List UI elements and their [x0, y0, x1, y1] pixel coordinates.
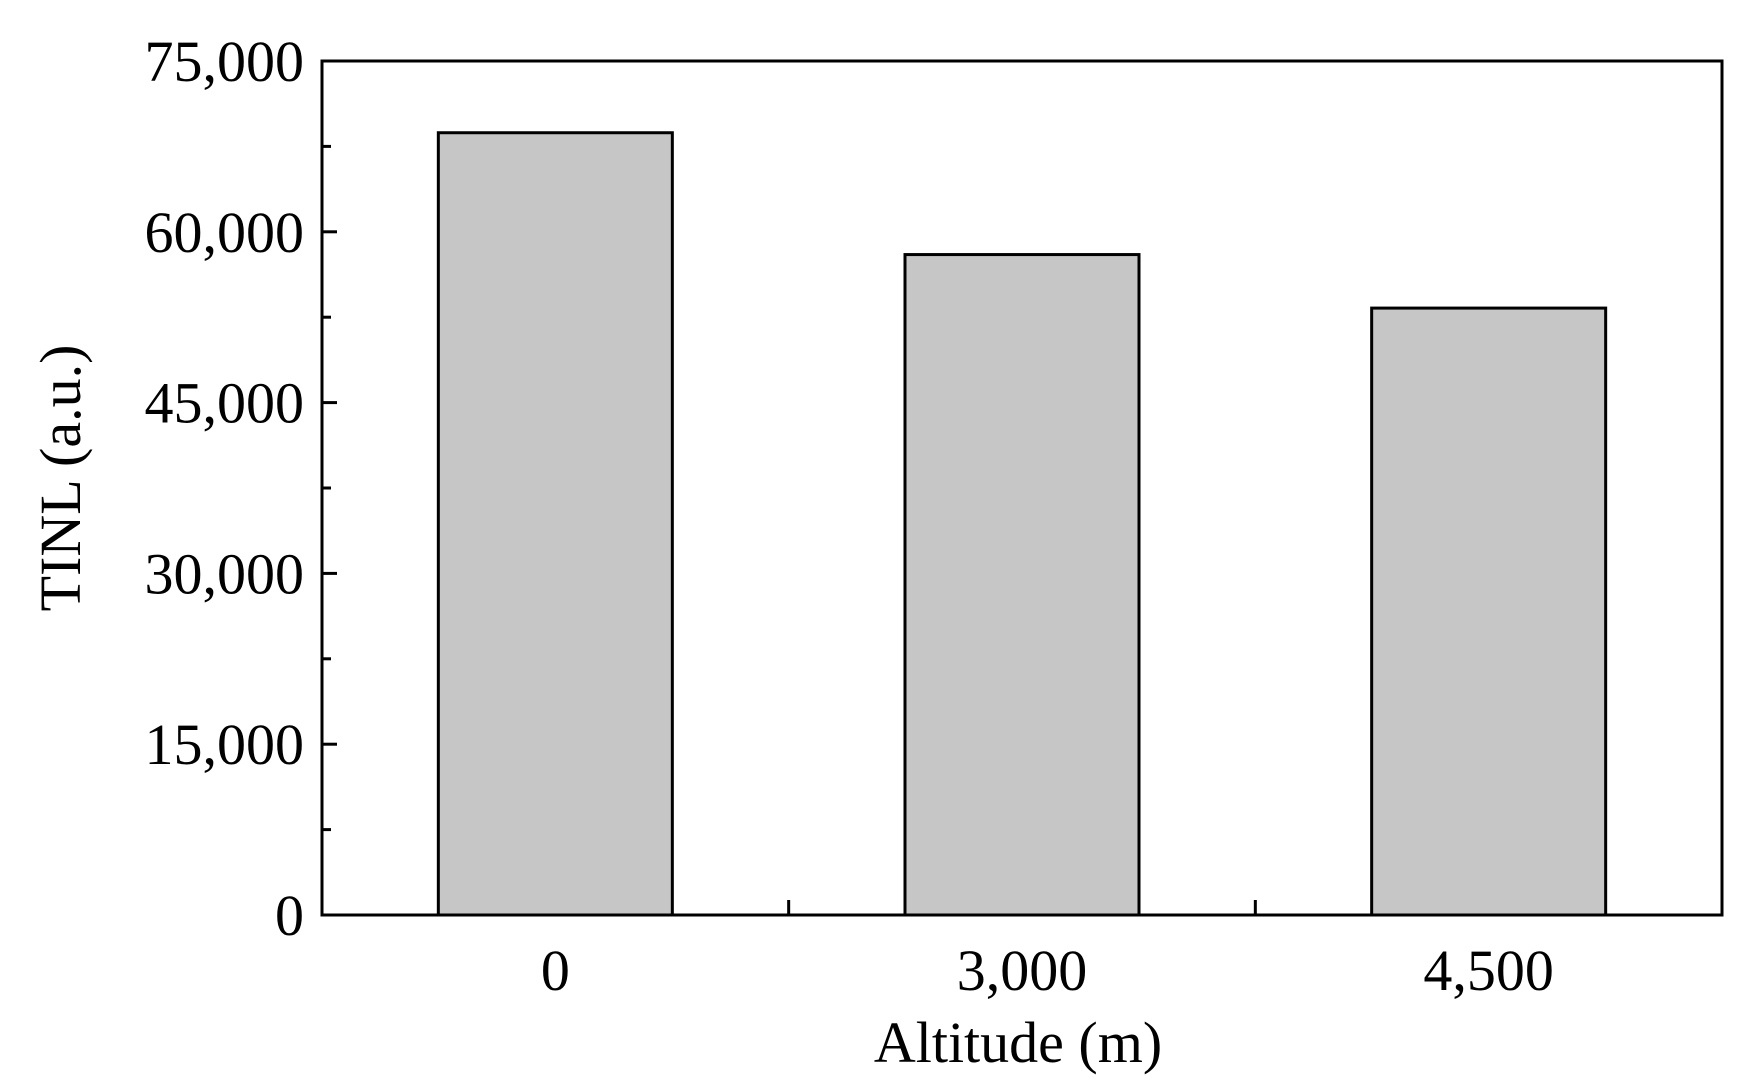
bar-0 [436, 131, 674, 917]
y-tick-label: 15,000 [145, 712, 305, 777]
bar-3000 [903, 253, 1141, 917]
y-tick-label: 60,000 [145, 200, 305, 265]
y-tick-label: 75,000 [145, 29, 305, 94]
bars-group [436, 131, 1608, 917]
plot-frame [320, 59, 1724, 917]
x-tick-label: 4,500 [1423, 938, 1554, 1003]
y-tick-label: 30,000 [145, 541, 305, 606]
bar-4500 [1370, 306, 1608, 917]
y-tick-label: 45,000 [145, 371, 305, 436]
x-axis-ticks: 0 3,000 4,500 [541, 900, 1554, 1003]
y-axis-ticks: 0 15,000 30,000 45,000 60,000 75,000 [145, 29, 337, 948]
y-axis-title: TINL (a.u.) [28, 345, 93, 612]
x-tick-label: 0 [541, 938, 570, 1003]
x-tick-label: 3,000 [957, 938, 1088, 1003]
x-axis-title: Altitude (m) [874, 1010, 1162, 1075]
y-tick-label: 0 [275, 883, 304, 948]
